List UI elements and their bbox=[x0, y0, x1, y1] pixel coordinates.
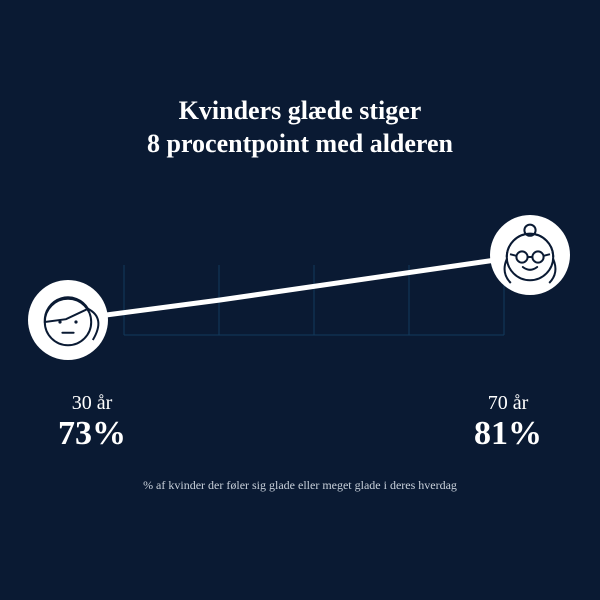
happiness-chart bbox=[0, 0, 600, 600]
chart-grid bbox=[124, 265, 504, 335]
left-percent-label: 73% bbox=[12, 415, 172, 453]
page-title: Kvinders glæde stiger 8 procentpoint med… bbox=[0, 95, 600, 160]
title-line-2: 8 procentpoint med alderen bbox=[0, 128, 600, 161]
young-woman-icon bbox=[28, 280, 108, 360]
footnote-text: % af kvinder der føler sig glade eller m… bbox=[0, 478, 600, 493]
right-value-group: 70 år 81% bbox=[428, 392, 588, 453]
left-value-group: 30 år 73% bbox=[12, 392, 172, 453]
chart-line bbox=[68, 255, 530, 320]
left-age-label: 30 år bbox=[12, 392, 172, 415]
right-age-label: 70 år bbox=[428, 392, 588, 415]
right-percent-label: 81% bbox=[428, 415, 588, 453]
title-line-1: Kvinders glæde stiger bbox=[0, 95, 600, 128]
older-woman-icon bbox=[490, 215, 570, 295]
